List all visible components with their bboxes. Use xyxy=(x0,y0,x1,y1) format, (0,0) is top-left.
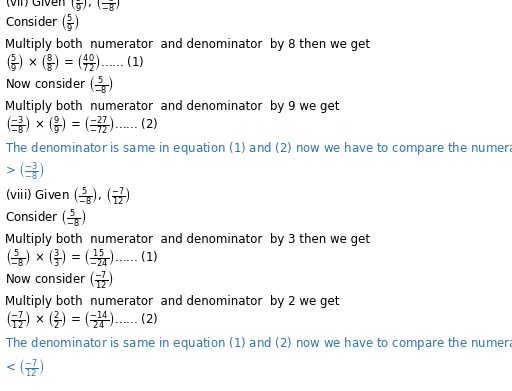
Text: $\left(\frac{5}{-8}\right)$ × $\left(\frac{3}{3}\right)$ = $\left(\frac{15}{-24}: $\left(\frac{5}{-8}\right)$ × $\left(\fr… xyxy=(5,247,158,268)
Text: Consider $\left(\frac{5}{9}\right)$: Consider $\left(\frac{5}{9}\right)$ xyxy=(5,12,79,33)
Text: > $\left(\frac{-3}{-8}\right)$: > $\left(\frac{-3}{-8}\right)$ xyxy=(5,160,45,181)
Text: $\left(\frac{-3}{-8}\right)$ × $\left(\frac{9}{9}\right)$ = $\left(\frac{-27}{-7: $\left(\frac{-3}{-8}\right)$ × $\left(\f… xyxy=(5,114,158,135)
Text: Multiply both  numerator  and denominator  by 2 we get: Multiply both numerator and denominator … xyxy=(5,295,339,308)
Text: The denominator is same in equation (1) and (2) now we have to compare the numer: The denominator is same in equation (1) … xyxy=(5,138,512,159)
Text: $\left(\frac{5}{9}\right)$ × $\left(\frac{8}{8}\right)$ = $\left(\frac{40}{72}\r: $\left(\frac{5}{9}\right)$ × $\left(\fra… xyxy=(5,52,144,73)
Text: The denominator is same in equation (1) and (2) now we have to compare the numer: The denominator is same in equation (1) … xyxy=(5,333,512,354)
Text: Now consider $\left(\frac{5}{-8}\right)$: Now consider $\left(\frac{5}{-8}\right)$ xyxy=(5,74,114,95)
Text: Multiply both  numerator  and denominator  by 3 then we get: Multiply both numerator and denominator … xyxy=(5,233,370,246)
Text: Multiply both  numerator  and denominator  by 8 then we get: Multiply both numerator and denominator … xyxy=(5,38,370,51)
Text: (viii) Given $\left(\frac{5}{-8}\right)$, $\left(\frac{-7}{12}\right)$: (viii) Given $\left(\frac{5}{-8}\right)$… xyxy=(5,185,131,206)
Text: < $\left(\frac{-7}{12}\right)$: < $\left(\frac{-7}{12}\right)$ xyxy=(5,357,45,378)
Text: Now consider $\left(\frac{-7}{12}\right)$: Now consider $\left(\frac{-7}{12}\right)… xyxy=(5,269,114,290)
Text: Consider $\left(\frac{5}{-8}\right)$: Consider $\left(\frac{5}{-8}\right)$ xyxy=(5,207,86,228)
Text: (vii) Given $\left(\frac{5}{9}\right)$, $\left(\frac{-3}{-8}\right)$: (vii) Given $\left(\frac{5}{9}\right)$, … xyxy=(5,0,121,13)
Text: $\left(\frac{-7}{12}\right)$ × $\left(\frac{2}{2}\right)$ = $\left(\frac{-14}{24: $\left(\frac{-7}{12}\right)$ × $\left(\f… xyxy=(5,309,158,330)
Text: Multiply both  numerator  and denominator  by 9 we get: Multiply both numerator and denominator … xyxy=(5,100,339,113)
